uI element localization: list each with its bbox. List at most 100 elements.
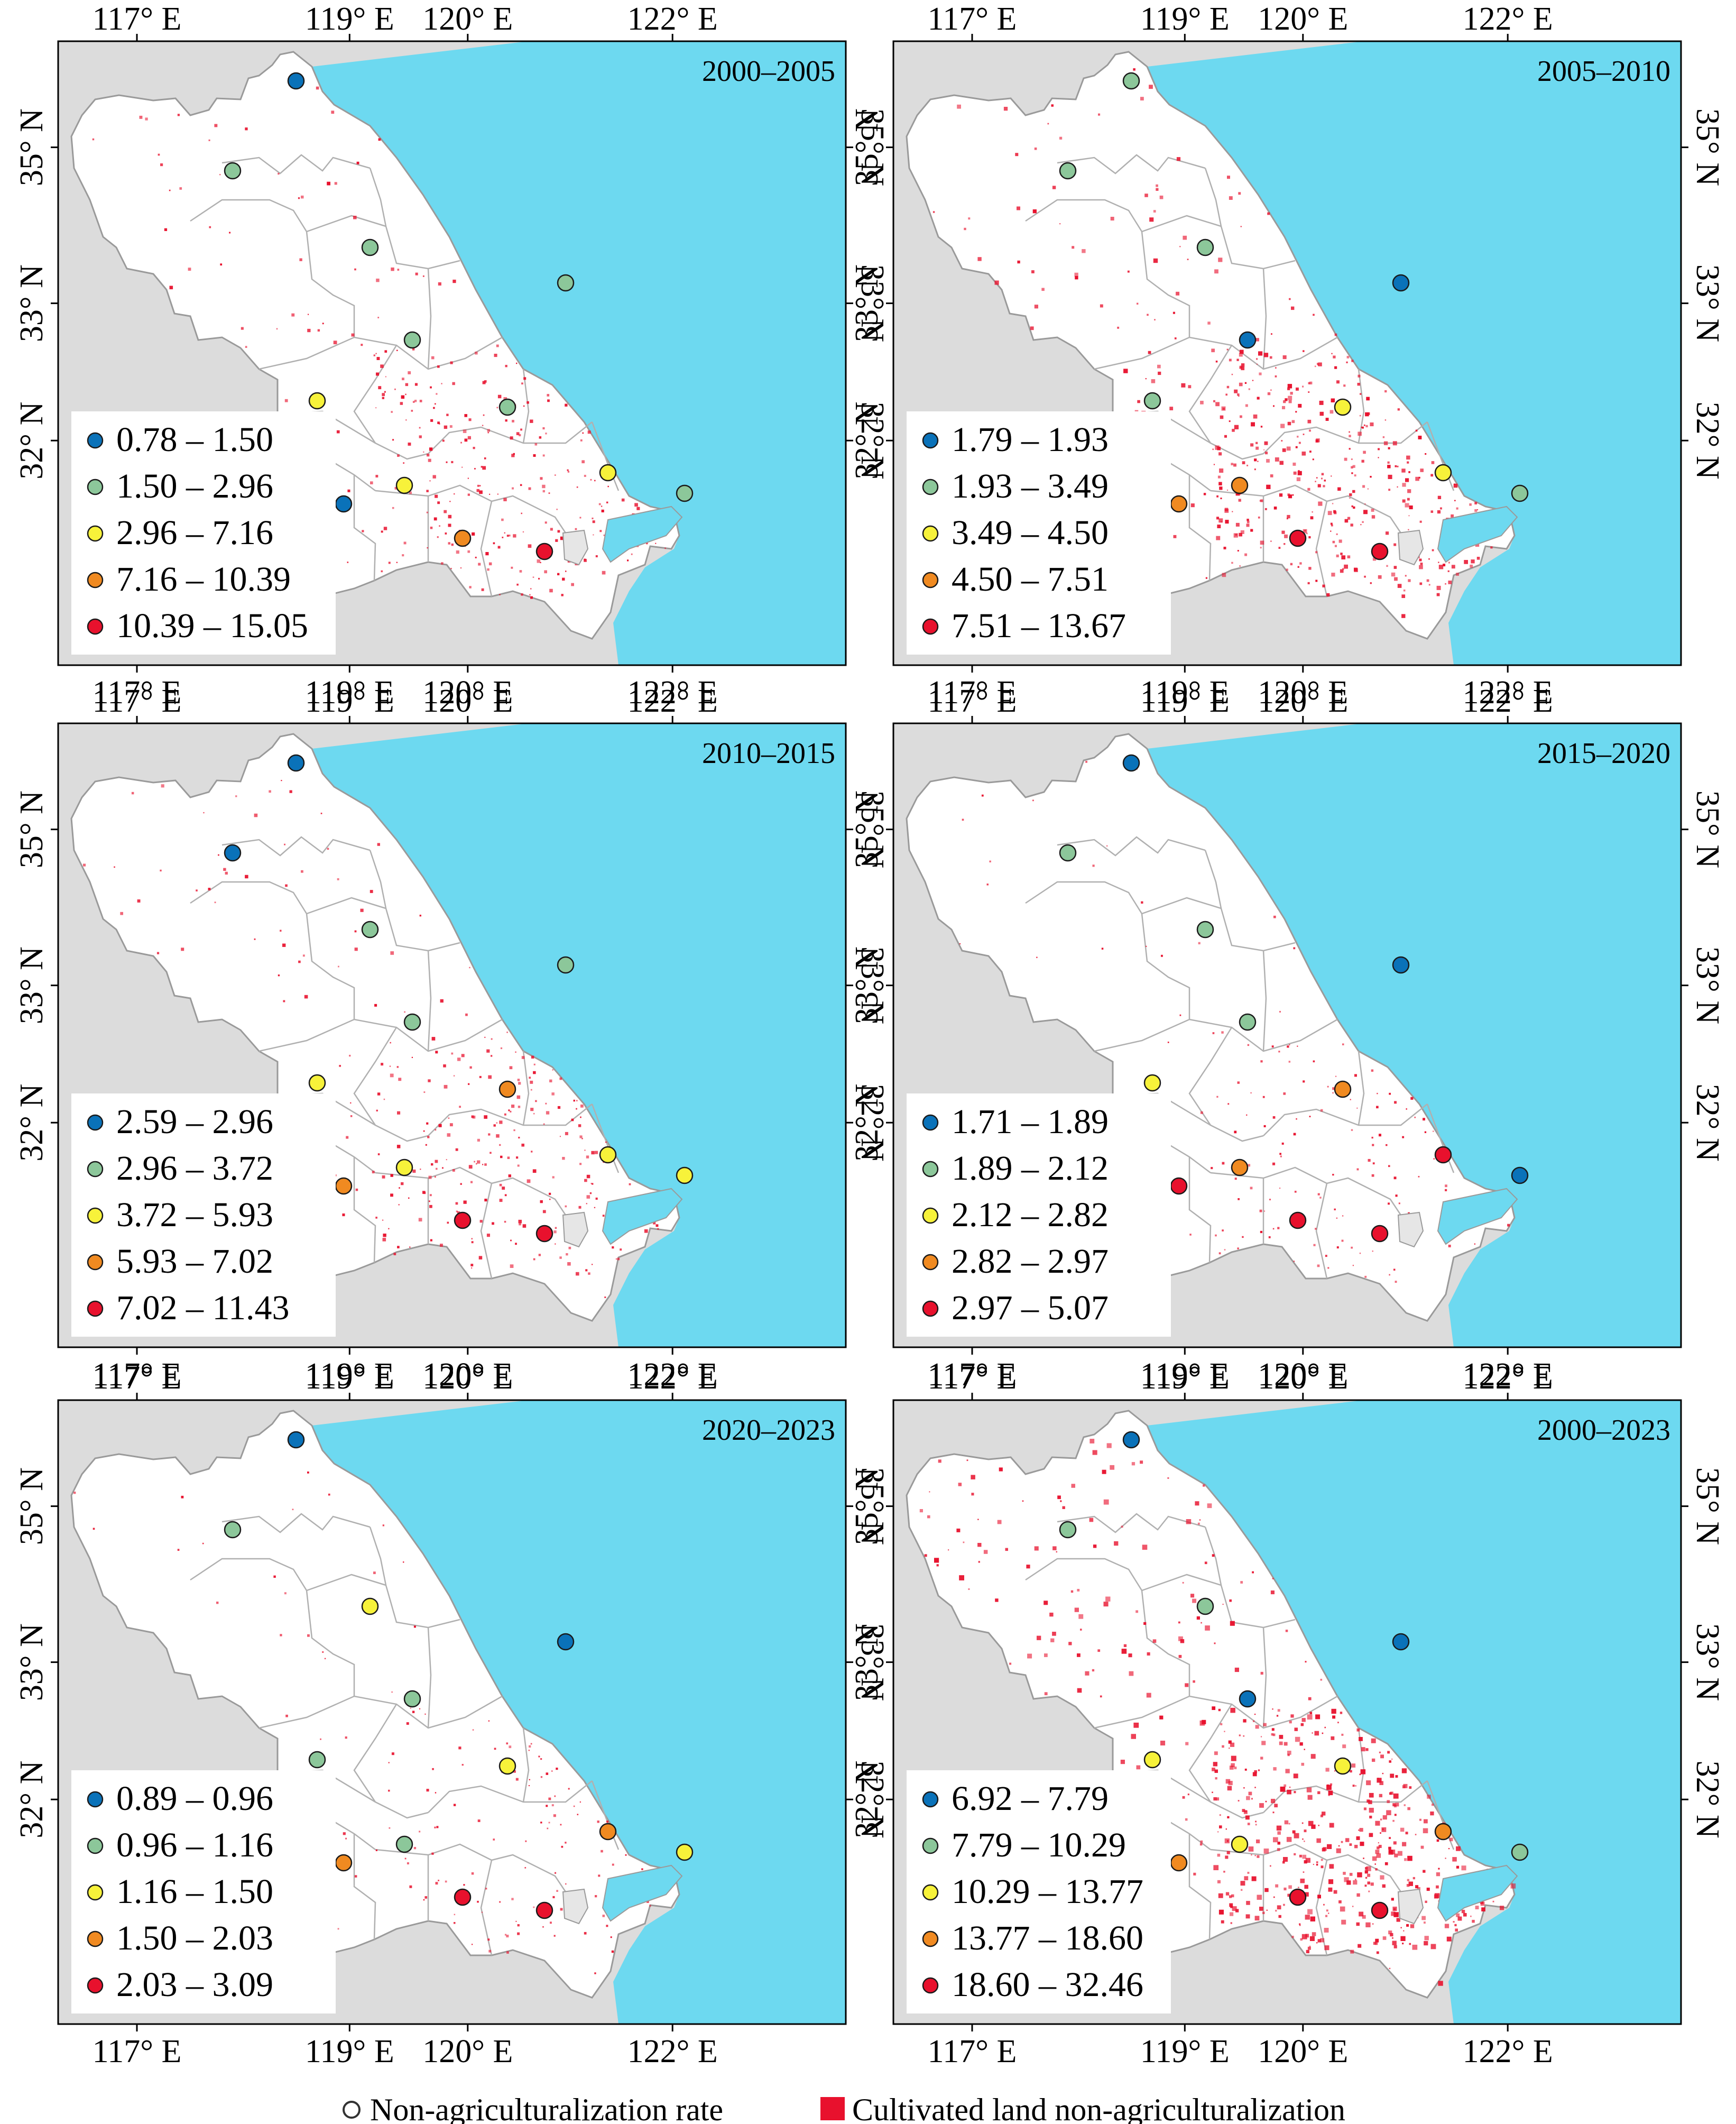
lon-tick-label: 117° E <box>93 1 182 37</box>
lat-tick-label: 32° N <box>854 1761 890 1838</box>
land-symbol-icon <box>820 2097 845 2120</box>
lat-tick-label: 35° N <box>854 108 890 186</box>
map-frame <box>57 40 847 666</box>
city-rate-marker <box>1170 1854 1188 1872</box>
lat-tick-label: 32° N <box>1689 1761 1725 1838</box>
city-rate-marker <box>1392 956 1410 974</box>
lat-tick-label: 35° N <box>14 790 50 868</box>
lon-tick-label: 117° E <box>928 675 1017 711</box>
city-rate-marker <box>335 1854 353 1872</box>
city-rate-marker <box>599 464 617 482</box>
lat-tick-label: 33° N <box>849 946 885 1024</box>
river-estuary <box>1437 1864 1518 1922</box>
rate-symbol-icon <box>343 2101 361 2119</box>
city-rate-marker <box>395 1835 413 1853</box>
city-rate-marker <box>676 1843 694 1861</box>
city-boundary <box>353 475 376 581</box>
lat-tick-label: 33° N <box>854 1623 890 1701</box>
city-boundary <box>369 168 460 270</box>
lon-tick-label: 120° E <box>422 1 513 37</box>
city-rate-marker <box>1392 1633 1410 1651</box>
city-rate-marker <box>1371 1225 1389 1243</box>
lon-tick-label: 119° E <box>1140 1 1230 37</box>
class-legend: 1.79 – 1.93 1.93 – 3.49 3.49 – 4.50 4.50 – … <box>907 411 1171 655</box>
city-boundary <box>1262 950 1267 1052</box>
lon-tick-label: 119° E <box>305 675 394 711</box>
panel-title: 2000–2023 <box>1537 1414 1670 1447</box>
sea-area <box>1147 1400 1681 2024</box>
legend-range: 1.71 – 1.89 <box>952 1102 1109 1141</box>
city-rate-marker <box>403 331 421 349</box>
city-boundary <box>353 1834 376 1940</box>
city-boundary <box>1141 231 1190 337</box>
legend-swatch <box>922 1930 939 1947</box>
city-rate-marker <box>361 1597 379 1615</box>
legend-range: 7.79 – 10.29 <box>952 1826 1126 1864</box>
non-agri-speckle <box>83 780 671 1298</box>
city-boundary <box>306 913 355 1019</box>
city-boundary <box>1263 1104 1428 1136</box>
legend-range: 0.89 – 0.96 <box>116 1779 273 1818</box>
city-rate-marker <box>1143 1074 1161 1092</box>
city-boundary <box>1025 199 1222 233</box>
legend-swatch <box>87 432 104 449</box>
city-boundary <box>353 1157 376 1263</box>
legend-swatch <box>922 479 939 495</box>
lat-tick-label: 32° N <box>1689 1084 1725 1162</box>
city-rate-marker <box>1434 464 1452 482</box>
legend-range: 2.97 – 5.07 <box>952 1289 1109 1327</box>
legend-range: 3.72 – 5.93 <box>116 1196 273 1234</box>
lon-tick-label: 117° E <box>93 675 182 711</box>
lon-tick-label: 119° E <box>1140 1360 1230 1396</box>
legend-box <box>907 1093 1171 1337</box>
legend-swatch <box>922 1114 939 1131</box>
sea-area <box>1147 41 1681 665</box>
lon-tick-label: 122° E <box>627 1360 718 1396</box>
legend-swatch <box>87 1300 104 1317</box>
legend-swatch <box>922 572 939 589</box>
panel-title: 2000–2005 <box>702 55 835 88</box>
lat-tick-label: 32° N <box>14 1761 50 1838</box>
legend-range: 1.50 – 2.03 <box>116 1919 273 1957</box>
city-rate-marker <box>1289 1888 1307 1906</box>
lon-tick-label: 120° E <box>1258 1 1348 37</box>
lon-tick-label: 119° E <box>1140 675 1230 711</box>
city-rate-marker <box>403 1013 421 1031</box>
legend-range: 10.29 – 13.77 <box>952 1872 1143 1911</box>
city-rate-marker <box>1170 495 1188 513</box>
map-frame <box>57 722 847 1348</box>
lon-tick-label: 119° E <box>305 1357 394 1393</box>
legend-swatch <box>87 1791 104 1808</box>
lat-tick-label: 32° N <box>14 402 50 480</box>
legend-range: 13.77 – 18.60 <box>952 1919 1143 1957</box>
city-rate-marker <box>335 495 353 513</box>
city-rate-marker <box>1196 921 1214 939</box>
city-rate-marker <box>403 1690 421 1708</box>
lake <box>1397 1211 1424 1248</box>
legend-range: 0.96 – 1.16 <box>116 1826 273 1864</box>
map-panel: 2015–2020 1.71 – 1.89 1.89 – 2.12 2.12 – 2.… <box>849 683 1725 1393</box>
legend-range: 2.96 – 7.16 <box>116 513 273 552</box>
city-boundary <box>1315 501 1328 597</box>
lon-tick-label: 117° E <box>928 2034 1017 2070</box>
lat-tick-label: 35° N <box>1689 790 1725 868</box>
city-boundary <box>480 501 493 597</box>
city-boundary <box>221 1513 371 1533</box>
sea-area <box>1147 723 1681 1347</box>
rate-legend-label: Non-agriculturalization rate <box>370 2092 723 2124</box>
city-boundary <box>427 1627 432 1728</box>
legend-range: 4.50 – 7.51 <box>952 560 1109 599</box>
lon-tick-label: 117° E <box>93 683 182 719</box>
city-boundary <box>428 1780 593 1813</box>
city-rate-marker <box>1196 1597 1214 1615</box>
legend-swatch <box>922 1884 939 1901</box>
lat-tick-label: 33° N <box>14 946 50 1024</box>
city-boundary <box>1057 1513 1206 1533</box>
city-rate-marker <box>224 844 242 862</box>
lon-tick-label: 119° E <box>1140 683 1230 719</box>
panel-title: 2010–2015 <box>702 737 835 770</box>
city-boundary <box>190 199 386 233</box>
legend-swatch <box>87 572 104 589</box>
city-rate-marker <box>395 1158 413 1176</box>
panel-title: 2020–2023 <box>702 1414 835 1447</box>
